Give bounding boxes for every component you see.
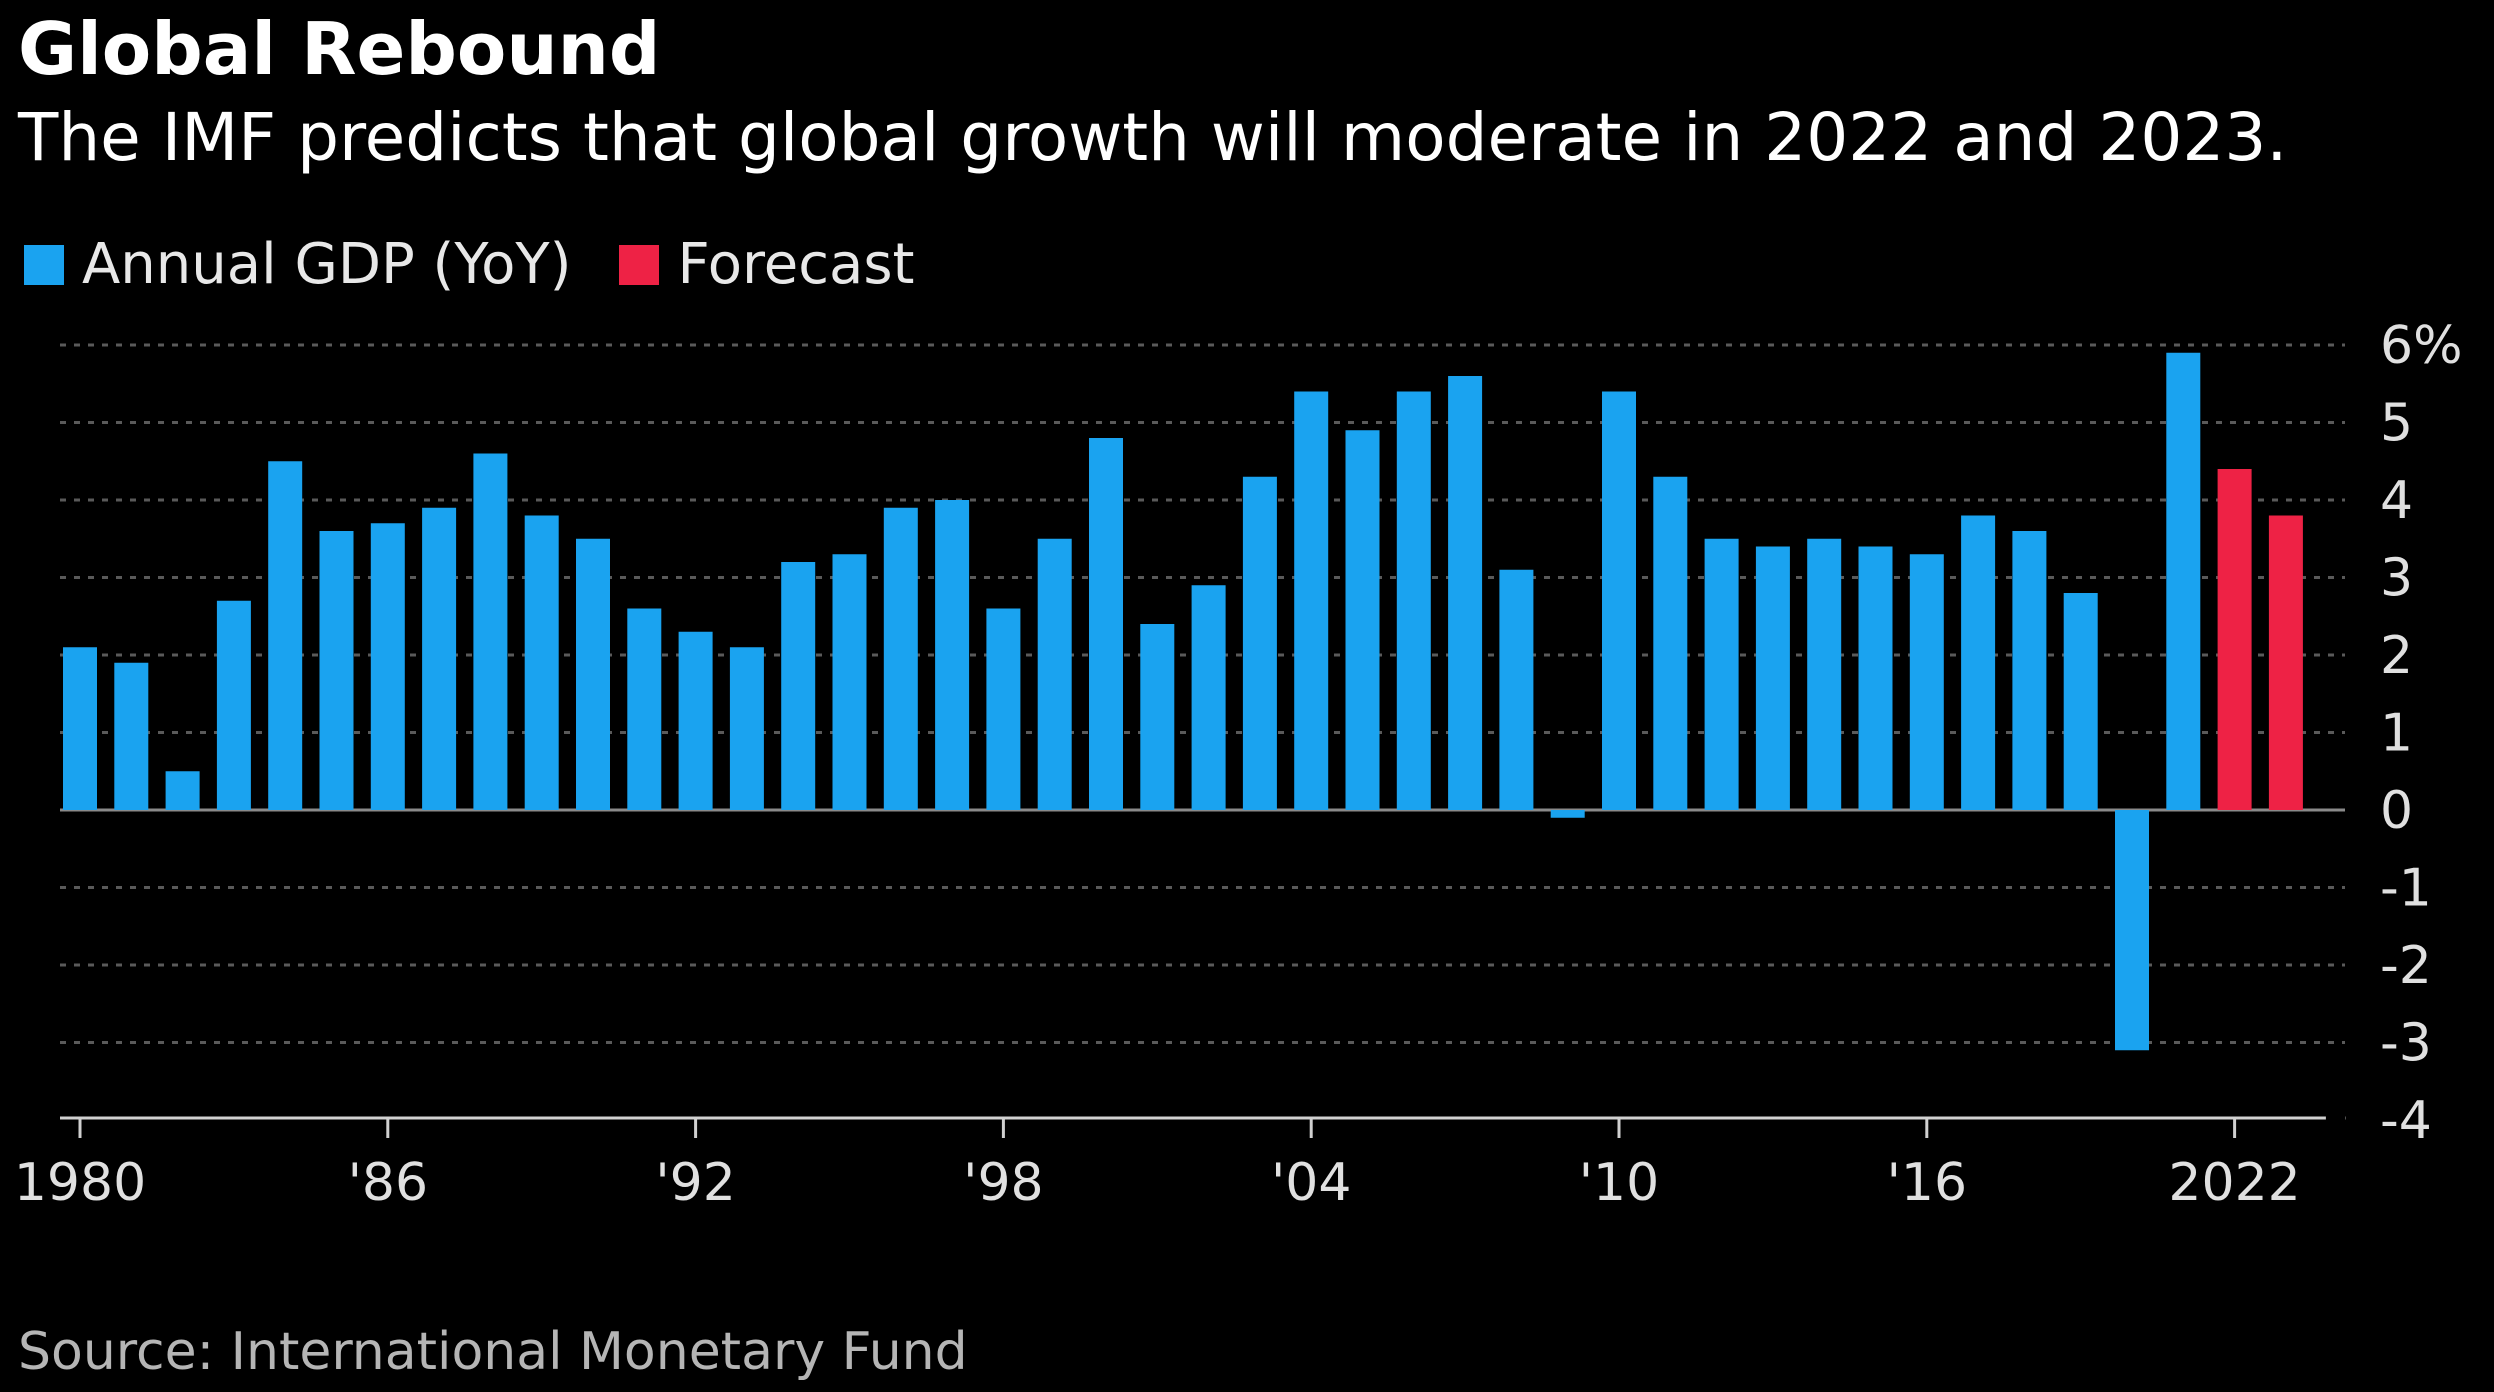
bar-1989 — [524, 515, 559, 810]
bar-2014 — [1807, 538, 1842, 810]
bar-2004 — [1294, 391, 1329, 810]
bar-2020 — [2115, 810, 2149, 1051]
bar-2022 — [2217, 469, 2252, 810]
x-tick-label: 2022 — [2168, 1153, 2300, 1213]
bar-1980 — [63, 647, 97, 810]
bar-2012 — [1704, 538, 1739, 810]
bar-2010 — [1602, 391, 1636, 810]
legend-swatch-forecast — [619, 244, 660, 285]
bar-1983 — [216, 600, 251, 810]
x-tick-label: '16 — [1887, 1153, 1967, 1213]
bar-2021 — [2166, 352, 2201, 810]
bar-1995 — [832, 554, 867, 810]
bar-2017 — [1961, 515, 1996, 810]
legend-item-forecast: Forecast — [619, 232, 914, 297]
bars — [63, 352, 2303, 1051]
bar-1994 — [781, 562, 816, 810]
y-tick-label: 0 — [2380, 781, 2413, 841]
bar-2013 — [1755, 546, 1790, 810]
bar-1984 — [268, 461, 303, 810]
bar-2008 — [1499, 569, 1534, 810]
bar-1991 — [627, 608, 662, 810]
legend-swatch-annual-gdp — [24, 244, 64, 285]
legend-label-annual-gdp: Annual GDP (YoY) — [82, 232, 572, 297]
bar-2016 — [1909, 554, 1944, 810]
legend: Annual GDP (YoY) Forecast — [24, 232, 962, 297]
bar-1987 — [422, 507, 457, 810]
bar-1988 — [473, 453, 508, 810]
x-tick-label: '04 — [1271, 1153, 1351, 1213]
bar-1999 — [1037, 538, 1072, 810]
chart-title: Global Rebound — [18, 7, 661, 91]
legend-item-annual-gdp: Annual GDP (YoY) — [24, 232, 571, 297]
chart-subtitle: The IMF predicts that global growth will… — [18, 99, 2288, 176]
bar-1992 — [678, 631, 713, 810]
bar-2018 — [2012, 531, 2047, 810]
tick-labels: 6% 5 4 3 2 1 0 -1 -2 -3 -4 1980 '86 '92 '98 '04 '10 '16 20… — [14, 316, 2463, 1213]
y-tick-label: 4 — [2380, 471, 2413, 531]
x-tick-label: '92 — [655, 1153, 735, 1213]
y-tick-label: 3 — [2380, 549, 2413, 609]
y-tick-label: 2 — [2380, 626, 2413, 686]
bar-2002 — [1191, 585, 1226, 810]
bar-1993 — [729, 647, 764, 810]
bar-1997 — [935, 500, 970, 810]
bar-1998 — [986, 608, 1021, 810]
bar-2009 — [1550, 810, 1585, 818]
bar-1986 — [370, 523, 405, 810]
bar-2001 — [1140, 624, 1175, 810]
bar-2005 — [1345, 430, 1380, 810]
legend-label-forecast: Forecast — [677, 232, 915, 297]
bar-2003 — [1242, 476, 1277, 810]
source-note: Source: International Monetary Fund — [18, 1322, 968, 1382]
bar-1981 — [114, 662, 149, 810]
y-tick-label: -4 — [2380, 1091, 2432, 1151]
bar-2023 — [2268, 515, 2303, 810]
x-tick-label: 1980 — [14, 1153, 146, 1213]
axes — [60, 1116, 2346, 1138]
bar-2007 — [1448, 376, 1483, 810]
x-tick-label: '98 — [963, 1153, 1043, 1213]
bar-2006 — [1396, 391, 1431, 810]
bar-2011 — [1653, 476, 1688, 810]
bar-1985 — [319, 531, 354, 810]
bar-2000 — [1089, 438, 1123, 810]
bar-1982 — [165, 771, 200, 810]
y-tick-label: 6% — [2380, 316, 2463, 376]
bar-2015 — [1858, 546, 1893, 810]
bar-1996 — [883, 507, 918, 810]
y-tick-label: -2 — [2380, 936, 2432, 996]
x-tick-label: '86 — [348, 1153, 428, 1213]
y-tick-label: 5 — [2380, 394, 2413, 454]
y-tick-label: -1 — [2380, 859, 2432, 919]
y-tick-label: -3 — [2380, 1014, 2432, 1074]
bar-1990 — [576, 538, 610, 810]
bar-2019 — [2063, 593, 2098, 810]
y-tick-label: 1 — [2380, 704, 2413, 764]
x-tick-label: '10 — [1579, 1153, 1659, 1213]
